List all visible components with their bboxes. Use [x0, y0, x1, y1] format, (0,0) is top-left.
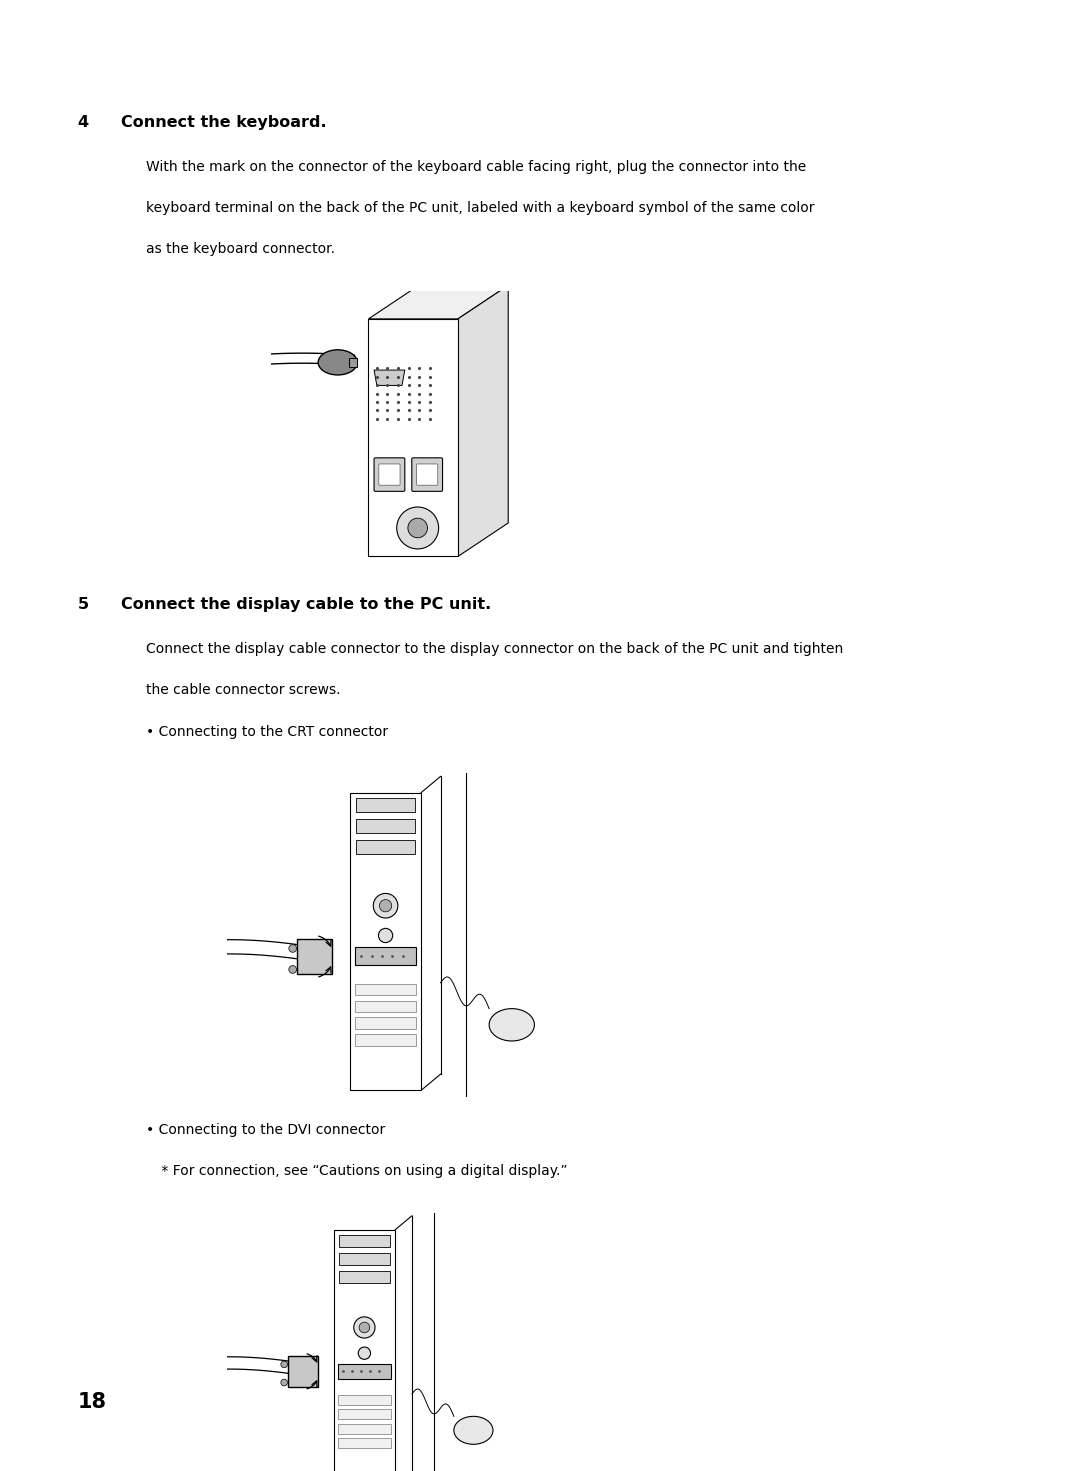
Ellipse shape [319, 350, 357, 375]
Bar [350, 793, 421, 1090]
Ellipse shape [489, 1009, 535, 1041]
Circle shape [288, 965, 297, 974]
Bar [339, 1234, 390, 1246]
Bar [356, 840, 415, 855]
Polygon shape [374, 371, 405, 385]
Bar [339, 1271, 390, 1283]
Bar [355, 984, 416, 994]
Circle shape [354, 1317, 375, 1339]
Circle shape [378, 928, 393, 943]
Text: the cable connector screws.: the cable connector screws. [146, 684, 340, 697]
Text: With the mark on the connector of the keyboard cable facing right, plug the conn: With the mark on the connector of the ke… [146, 160, 806, 174]
Text: Connect the display cable connector to the display connector on the back of the : Connect the display cable connector to t… [146, 643, 843, 656]
Text: 5: 5 [78, 597, 89, 612]
Bar [356, 819, 415, 833]
Bar [338, 1439, 391, 1449]
Circle shape [359, 1322, 369, 1333]
Bar [338, 1409, 391, 1420]
Bar [349, 357, 357, 366]
Bar [338, 1424, 391, 1434]
FancyBboxPatch shape [411, 457, 443, 491]
Circle shape [281, 1361, 287, 1368]
Circle shape [281, 1380, 287, 1386]
Bar [355, 1034, 416, 1046]
Circle shape [379, 900, 392, 912]
Bar [287, 1356, 319, 1387]
Text: keyboard terminal on the back of the PC unit, labeled with a keyboard symbol of : keyboard terminal on the back of the PC … [146, 202, 814, 215]
Bar [368, 319, 458, 556]
Bar [338, 1395, 391, 1405]
Text: 4: 4 [78, 115, 89, 129]
Circle shape [408, 518, 428, 538]
Text: as the keyboard connector.: as the keyboard connector. [146, 243, 335, 256]
Text: 18: 18 [78, 1392, 107, 1412]
Bar [355, 1018, 416, 1028]
Text: * For connection, see “Cautions on using a digital display.”: * For connection, see “Cautions on using… [157, 1165, 567, 1178]
Circle shape [288, 944, 297, 952]
Bar [297, 938, 333, 974]
FancyBboxPatch shape [374, 457, 405, 491]
FancyBboxPatch shape [379, 463, 400, 485]
Bar [339, 1253, 390, 1265]
Text: • Connecting to the DVI connector: • Connecting to the DVI connector [146, 1124, 386, 1137]
FancyBboxPatch shape [417, 463, 437, 485]
Ellipse shape [454, 1417, 492, 1445]
Text: Connect the display cable to the PC unit.: Connect the display cable to the PC unit… [121, 597, 491, 612]
Bar [338, 1364, 391, 1378]
Circle shape [359, 1347, 370, 1359]
Polygon shape [458, 285, 509, 556]
Circle shape [396, 507, 438, 549]
Text: • Connecting to the CRT connector: • Connecting to the CRT connector [146, 725, 388, 738]
Polygon shape [368, 285, 509, 319]
Bar [355, 1000, 416, 1012]
Bar [355, 947, 416, 965]
Circle shape [374, 893, 397, 918]
Bar [334, 1230, 395, 1471]
Bar [356, 799, 415, 812]
Text: Connect the keyboard.: Connect the keyboard. [121, 115, 326, 129]
